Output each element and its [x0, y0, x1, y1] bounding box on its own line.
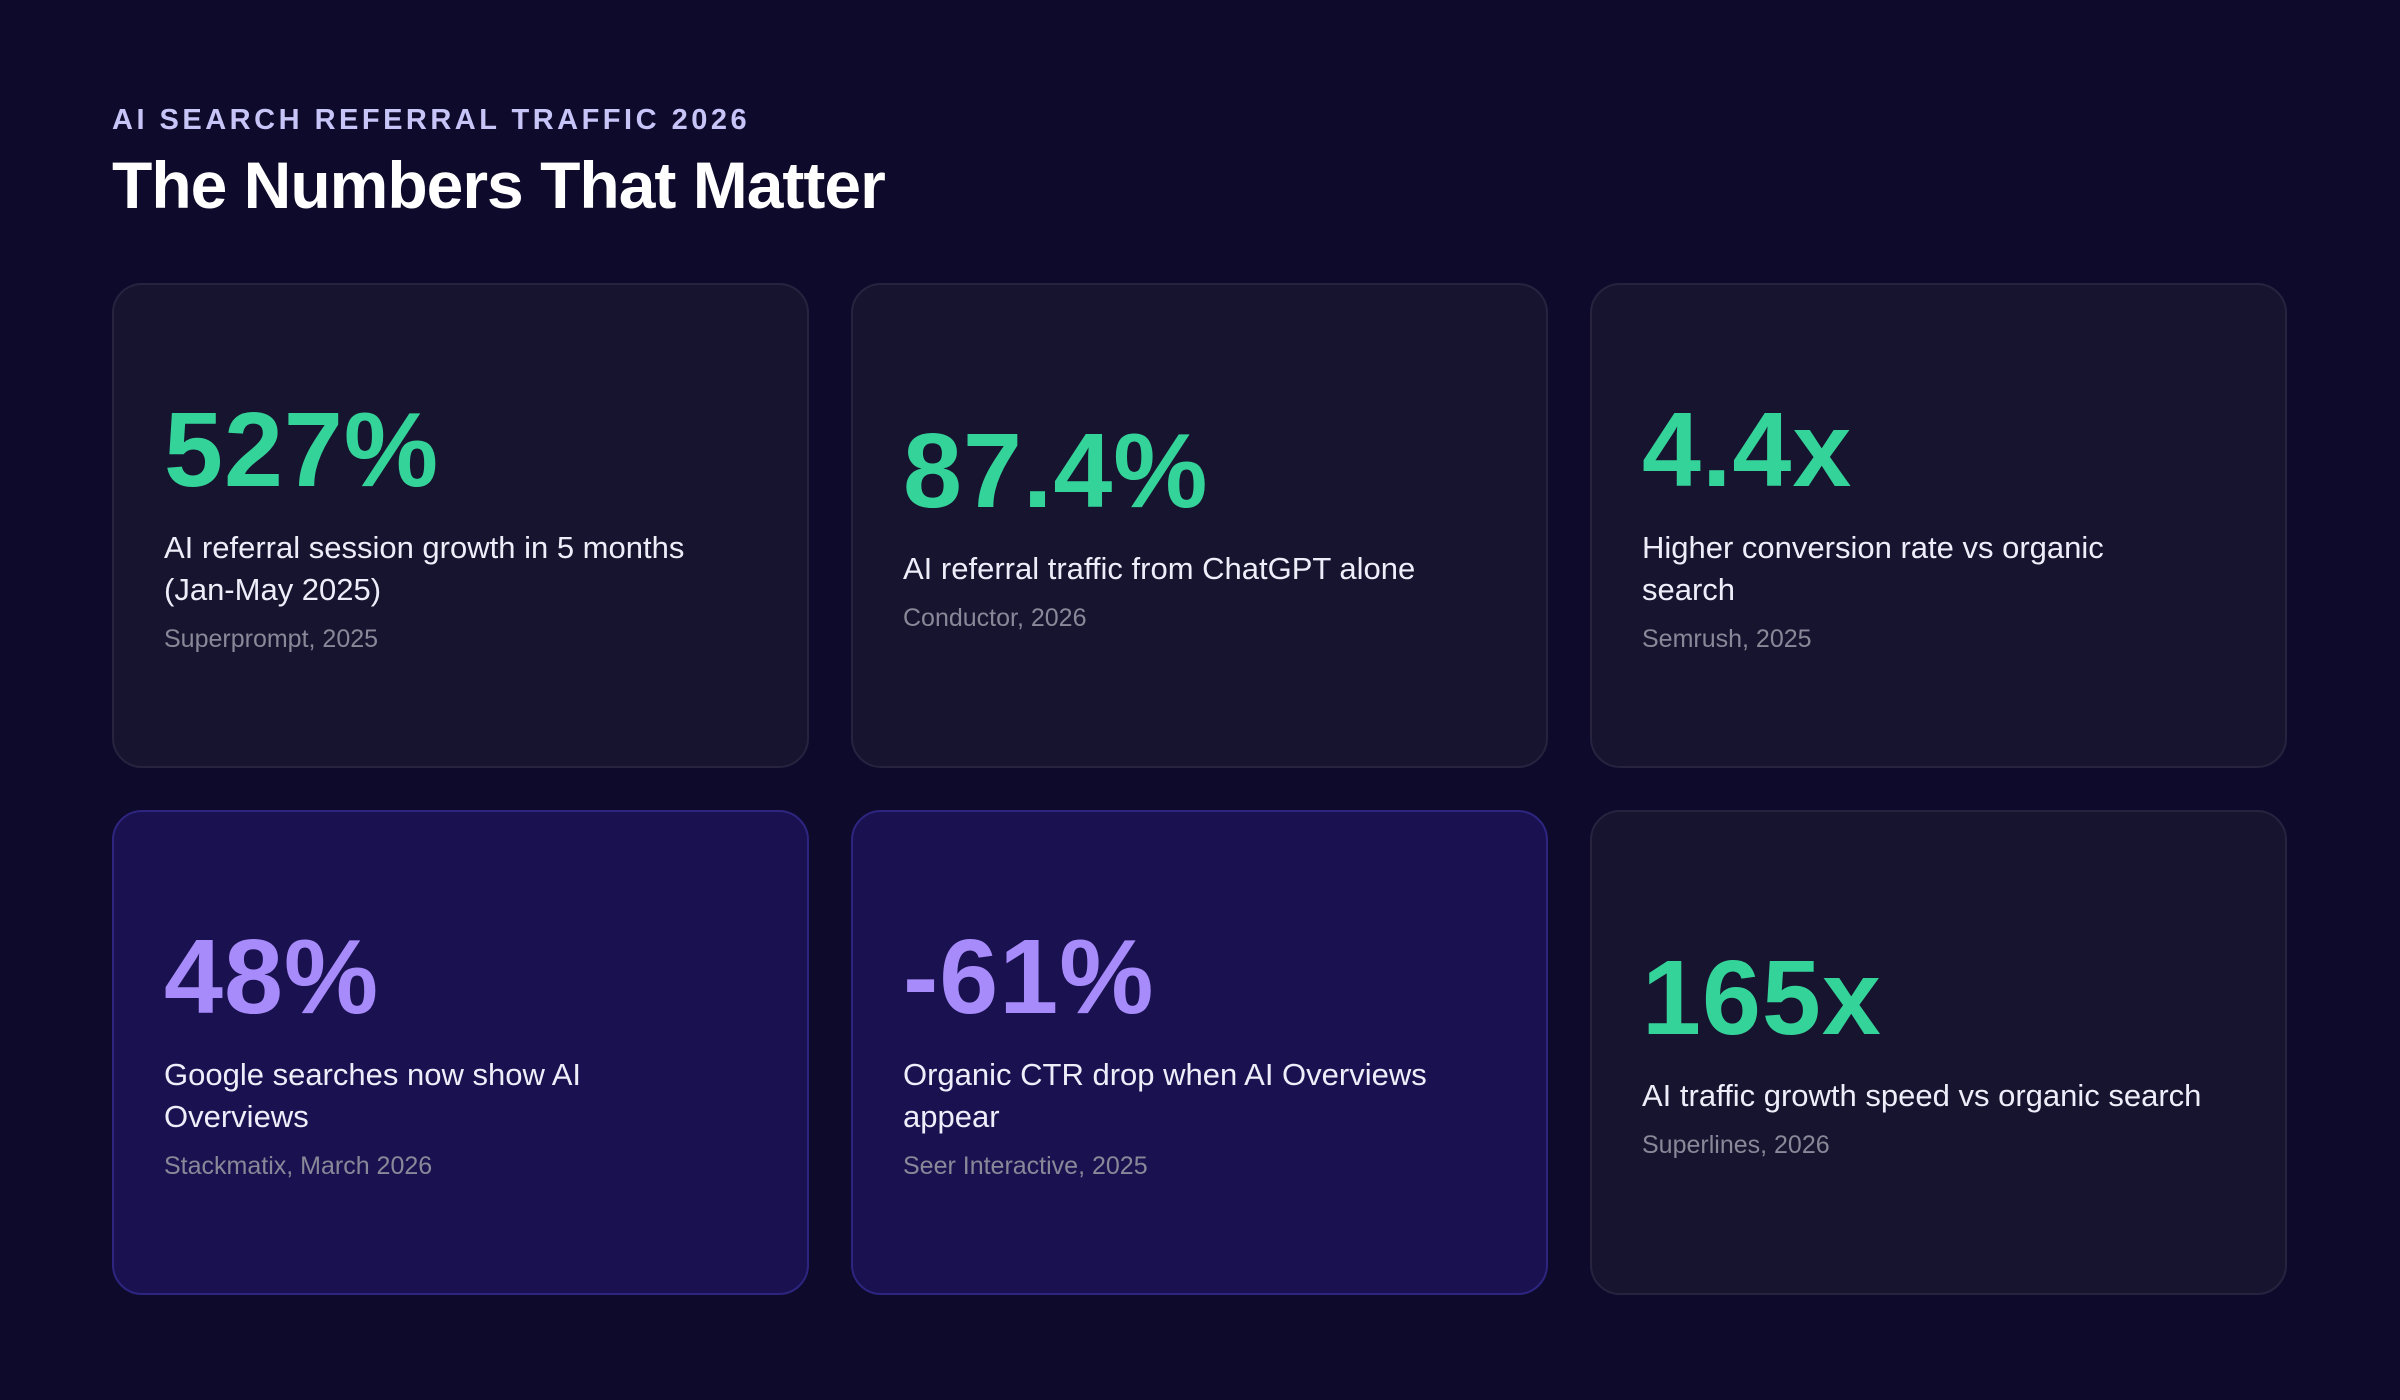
stat-label: Higher conversion rate vs organic search: [1642, 530, 2104, 607]
stat-source: Stackmatix, March 2026: [164, 1152, 433, 1180]
stat-card: 165x AI traffic growth speed vs organic s…: [1590, 810, 2287, 1295]
stat-label: AI traffic growth speed vs organic searc…: [1642, 1078, 2202, 1113]
stat-value: -61%: [903, 918, 1155, 1036]
stat-card: 87.4% AI referral traffic from ChatGPT al…: [851, 283, 1548, 768]
stat-label: Google searches now show AI Overviews: [164, 1057, 582, 1134]
stat-label: AI referral session growth in 5 months (…: [164, 530, 685, 607]
stat-label: AI referral traffic from ChatGPT alone: [903, 551, 1416, 586]
stat-value: 165x: [1642, 939, 1882, 1057]
stat-label: Organic CTR drop when AI Overviews appea…: [903, 1057, 1427, 1134]
stat-card: -61% Organic CTR drop when AI Overviews a…: [851, 810, 1548, 1295]
stat-card: 4.4x Higher conversion rate vs organic se…: [1590, 283, 2287, 768]
stat-source: Superlines, 2026: [1642, 1131, 1830, 1159]
eyebrow: AI SEARCH REFERRAL TRAFFIC 2026: [112, 104, 751, 136]
stat-card: 48% Google searches now show AI Overviews…: [112, 810, 809, 1295]
card-grid: 527% AI referral session growth in 5 mont…: [112, 283, 2287, 1295]
stat-source: Seer Interactive, 2025: [903, 1152, 1148, 1180]
stat-source: Superprompt, 2025: [164, 625, 379, 653]
stat-card: 527% AI referral session growth in 5 mont…: [112, 283, 809, 768]
stat-value: 4.4x: [1642, 391, 1853, 509]
page-title: The Numbers That Matter: [112, 148, 886, 222]
stat-value: 48%: [164, 918, 380, 1036]
stat-source: Conductor, 2026: [903, 604, 1087, 632]
stat-source: Semrush, 2025: [1642, 625, 1812, 653]
stat-value: 527%: [164, 391, 440, 509]
stat-value: 87.4%: [903, 412, 1209, 530]
